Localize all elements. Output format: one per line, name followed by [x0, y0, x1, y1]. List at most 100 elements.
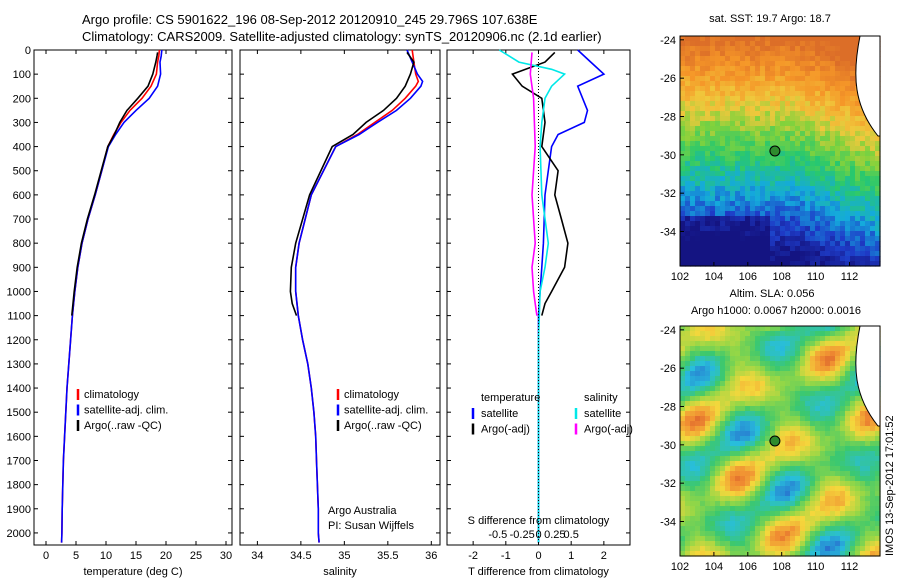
temperature-ytick-label: 1900	[7, 504, 31, 516]
temperature-ytick-label: 1500	[7, 407, 31, 419]
temperature-ytick-label: 2000	[7, 528, 31, 540]
temperature-axes-box	[33, 49, 233, 546]
difference-secondary-tick-label: -0.25	[510, 529, 535, 541]
sla-map-ytick-label: -24	[660, 325, 676, 337]
difference-secondary-tick-label: 0	[535, 529, 541, 541]
sst-map-ytick-label: -32	[660, 188, 676, 200]
sst-map-axes-box	[679, 35, 881, 267]
temperature-ytick-label: 400	[13, 142, 31, 154]
imos-timestamp: IMOS 13-Sep-2012 17:01:52	[884, 415, 896, 556]
sst-map-ytick-label: -34	[660, 227, 676, 239]
sla-map-ytick-label: -34	[660, 517, 676, 529]
difference-legend-group: temperature	[481, 392, 540, 404]
difference-xtick-label: -1	[501, 550, 511, 562]
temperature-ytick-label: 1600	[7, 431, 31, 443]
sst-map-ytick-label: -28	[660, 112, 676, 124]
salinity-xtick-label: 34	[251, 550, 263, 562]
sla-map-ytick-label: -32	[660, 478, 676, 490]
sst-map-field	[680, 36, 881, 267]
difference-series-line	[511, 51, 569, 316]
salinity-panel: 34 34.5 35 35.5 36 salinity climatology satelli…	[239, 49, 441, 578]
temperature-xtick-label: 5	[73, 550, 79, 562]
temperature-legend-label: climatology	[84, 389, 140, 401]
sla-map-axes-box	[679, 325, 881, 557]
temperature-xtick-label: 20	[160, 550, 172, 562]
temperature-ytick-label: 0	[25, 45, 31, 57]
temperature-xlabel: temperature (deg C)	[83, 566, 182, 578]
sst-map-xtick-label: 102	[671, 271, 689, 283]
sst-map-ytick-label: -26	[660, 73, 676, 85]
difference-series-line	[498, 49, 567, 543]
difference-xtick-label: 0	[535, 550, 541, 562]
sst-map-xtick-label: 106	[739, 271, 757, 283]
salinity-annotation: PI: Susan Wijffels	[328, 520, 414, 532]
temperature-ytick-label: 1100	[7, 311, 31, 323]
sla-map-xtick-label: 104	[705, 561, 723, 573]
temperature-ytick-label: 100	[13, 69, 31, 81]
sla-map-xtick-label: 106	[739, 561, 757, 573]
salinity-xlabel: salinity	[323, 566, 357, 578]
sst-map-ytick-label: -24	[660, 35, 676, 47]
difference-xtick-label: -2	[468, 550, 478, 562]
difference-series-line	[529, 52, 538, 316]
difference-secondary-tick-label: 0.5	[564, 529, 579, 541]
salinity-axes-box	[239, 49, 441, 546]
temperature-xtick-label: 25	[190, 550, 202, 562]
difference-legend-label: Argo(-adj)	[481, 424, 530, 436]
temperature-ytick-label: 1400	[7, 383, 31, 395]
difference-xtick-label: 1	[568, 550, 574, 562]
difference-legend-label: satellite	[481, 408, 518, 420]
sla-map-title: Altim. SLA: 0.056	[730, 288, 815, 300]
salinity-xtick-label: 35.5	[377, 550, 398, 562]
difference-legend-group: salinity	[584, 392, 618, 404]
figure-title-line2: Climatology: CARS2009. Satellite-adjuste…	[82, 29, 602, 44]
sst-map-xtick-label: 112	[841, 271, 859, 283]
temperature-ytick-label: 600	[13, 190, 31, 202]
temperature-ytick-label: 500	[13, 166, 31, 178]
temperature-ytick-label: 1800	[7, 480, 31, 492]
salinity-annotation: Argo Australia	[328, 505, 397, 517]
temperature-legend-label: satellite-adj. clim.	[84, 405, 168, 417]
sla-map-xtick-label: 112	[841, 561, 859, 573]
salinity-xtick-label: 36	[425, 550, 437, 562]
salinity-legend-label: climatology	[344, 389, 400, 401]
sst-map-ytick-label: -30	[660, 150, 676, 162]
figure-title-line1: Argo profile: CS 5901622_196 08-Sep-2012…	[82, 12, 538, 27]
sla-map-subtitle: Argo h1000: 0.0067 h2000: 0.0016	[691, 305, 861, 317]
temperature-ytick-label: 1000	[7, 286, 31, 298]
salinity-legend-label: satellite-adj. clim.	[344, 405, 428, 417]
difference-xtick-label: 2	[601, 550, 607, 562]
salinity-series-line	[294, 49, 424, 543]
temperature-ytick-label: 900	[13, 262, 31, 274]
temperature-ytick-label: 1300	[7, 359, 31, 371]
temperature-ytick-label: 300	[13, 117, 31, 129]
temperature-ytick-label: 200	[13, 93, 31, 105]
salinity-series-line	[289, 51, 415, 316]
difference-secondary-xlabel: S difference from climatology	[468, 515, 610, 527]
difference-secondary-tick-label: -0.5	[488, 529, 507, 541]
difference-xlabel: T difference from climatology	[468, 566, 609, 578]
temperature-xtick-label: 10	[100, 550, 112, 562]
difference-secondary-tick-label: 0.25	[544, 529, 565, 541]
sst-map-coastline	[855, 35, 881, 137]
temperature-xtick-label: 15	[130, 550, 142, 562]
temperature-xtick-label: 0	[43, 550, 49, 562]
sla-map-panel: 102 104 106 108 110 112 -24 -26 -28 -30 -32 -34 Alti…	[660, 288, 881, 573]
sst-map-xtick-label: 108	[773, 271, 791, 283]
sst-map-xtick-label: 104	[705, 271, 723, 283]
temperature-panel: 0 5 10 15 20 25 300100200300400500600700800900…	[7, 45, 233, 578]
temperature-ytick-label: 1200	[7, 335, 31, 347]
sst-map-argo-marker	[769, 145, 781, 157]
sla-map-ytick-label: -26	[660, 363, 676, 375]
sla-map-coastline	[855, 325, 881, 427]
salinity-xtick-label: 34.5	[290, 550, 311, 562]
sla-map-xtick-label: 102	[671, 561, 689, 573]
sla-map-xtick-label: 108	[773, 561, 791, 573]
temperature-ytick-label: 700	[13, 214, 31, 226]
temperature-xtick-label: 30	[220, 550, 232, 562]
temperature-series-line	[71, 52, 159, 316]
difference-panel: -2 -1 0 1 2 T difference from climatology -0.5…	[446, 49, 633, 578]
sst-map-xtick-label: 110	[807, 271, 825, 283]
salinity-xtick-label: 35	[338, 550, 350, 562]
